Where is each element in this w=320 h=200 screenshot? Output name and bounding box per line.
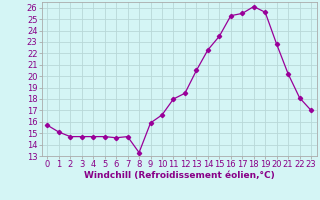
X-axis label: Windchill (Refroidissement éolien,°C): Windchill (Refroidissement éolien,°C) (84, 171, 275, 180)
